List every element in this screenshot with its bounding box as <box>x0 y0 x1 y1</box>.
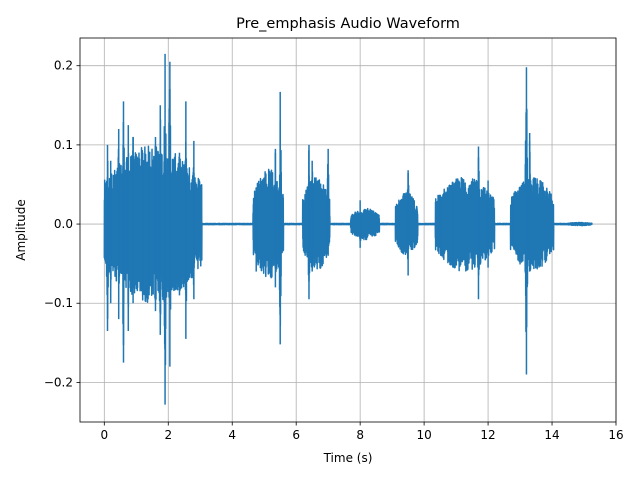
axis-ticks: 0 2 4 6 8 10 12 14 16 −0.2 −0.1 0.0 0.1 0.2 <box>44 59 624 442</box>
y-tick-label: −0.2 <box>44 375 73 389</box>
x-tick-label: 4 <box>228 428 236 442</box>
plot-frame <box>79 37 617 423</box>
y-tick-label: 0.1 <box>54 138 73 152</box>
waveform-series <box>103 53 593 405</box>
y-tick-label: 0.0 <box>54 217 73 231</box>
y-tick-label: 0.2 <box>54 59 73 73</box>
x-axis-label: Time (s) <box>323 451 373 465</box>
x-tick-label: 10 <box>416 428 431 442</box>
y-axis-label: Amplitude <box>14 199 28 261</box>
x-tick-label: 6 <box>292 428 300 442</box>
x-tick-label: 2 <box>164 428 172 442</box>
x-tick-label: 0 <box>100 428 108 442</box>
x-tick-label: 12 <box>480 428 495 442</box>
x-tick-label: 14 <box>544 428 559 442</box>
x-tick-label: 16 <box>608 428 623 442</box>
chart-title: Pre_emphasis Audio Waveform <box>236 16 460 32</box>
y-tick-label: −0.1 <box>44 296 73 310</box>
x-tick-label: 8 <box>356 428 364 442</box>
